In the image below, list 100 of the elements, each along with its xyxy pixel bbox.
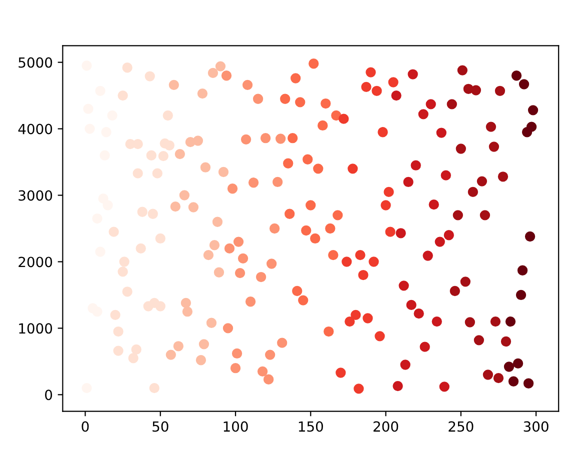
point bbox=[218, 166, 229, 178]
point bbox=[385, 226, 396, 237]
point bbox=[196, 355, 206, 366]
point bbox=[368, 256, 379, 267]
point bbox=[420, 342, 430, 352]
point bbox=[500, 336, 512, 347]
point bbox=[505, 316, 516, 327]
point bbox=[460, 276, 471, 287]
point bbox=[227, 184, 238, 194]
point bbox=[470, 85, 482, 96]
point bbox=[234, 268, 246, 278]
y-tick-label: 2000 bbox=[18, 256, 52, 268]
point bbox=[456, 144, 466, 154]
point bbox=[128, 353, 138, 364]
point bbox=[511, 70, 522, 81]
point bbox=[384, 186, 394, 198]
y-tick-label: 0 bbox=[45, 390, 52, 400]
point bbox=[512, 358, 524, 369]
point bbox=[400, 360, 410, 370]
y-tick-label: 5000 bbox=[18, 57, 52, 68]
x-tick-label: 300 bbox=[524, 421, 548, 432]
point bbox=[222, 323, 234, 334]
point bbox=[212, 216, 223, 227]
point bbox=[272, 176, 283, 188]
point bbox=[168, 80, 179, 90]
point bbox=[302, 154, 313, 164]
point bbox=[152, 168, 162, 178]
point bbox=[320, 98, 331, 109]
point bbox=[180, 298, 192, 308]
point bbox=[331, 110, 342, 121]
point bbox=[137, 206, 148, 217]
point bbox=[158, 150, 168, 162]
point bbox=[457, 65, 468, 76]
point bbox=[298, 295, 308, 306]
point bbox=[264, 350, 276, 360]
point bbox=[162, 110, 173, 121]
point bbox=[110, 310, 120, 320]
point bbox=[266, 258, 277, 269]
point bbox=[248, 178, 259, 188]
point bbox=[336, 368, 346, 378]
point bbox=[516, 290, 526, 300]
point bbox=[493, 372, 504, 384]
point bbox=[332, 210, 343, 220]
x-tick-label: 200 bbox=[374, 421, 398, 432]
point bbox=[338, 114, 349, 124]
point bbox=[374, 331, 385, 342]
point bbox=[173, 341, 184, 352]
point bbox=[144, 71, 155, 82]
point bbox=[342, 256, 352, 267]
point bbox=[182, 306, 193, 317]
point bbox=[170, 201, 180, 212]
point bbox=[209, 240, 220, 250]
point bbox=[380, 200, 391, 210]
point bbox=[179, 190, 190, 200]
point bbox=[208, 68, 218, 78]
point bbox=[444, 230, 454, 240]
point bbox=[436, 128, 446, 138]
point bbox=[350, 310, 361, 320]
point bbox=[392, 380, 403, 392]
point bbox=[252, 94, 264, 104]
x-tick-label: 150 bbox=[298, 421, 323, 432]
point bbox=[136, 243, 146, 254]
point bbox=[428, 199, 439, 210]
point bbox=[398, 280, 409, 291]
point bbox=[146, 150, 156, 160]
point bbox=[166, 350, 176, 360]
point bbox=[480, 210, 490, 220]
point bbox=[149, 382, 160, 394]
point bbox=[283, 158, 294, 168]
point bbox=[284, 208, 295, 219]
point bbox=[526, 122, 537, 132]
point bbox=[348, 164, 358, 174]
point bbox=[122, 286, 132, 297]
point bbox=[197, 88, 208, 99]
point bbox=[260, 133, 271, 144]
point bbox=[528, 105, 538, 116]
point bbox=[452, 210, 464, 220]
point bbox=[310, 233, 320, 244]
point bbox=[468, 186, 478, 198]
point bbox=[306, 200, 316, 210]
point bbox=[198, 339, 210, 350]
point bbox=[410, 160, 421, 170]
point bbox=[292, 286, 302, 296]
point bbox=[440, 170, 451, 180]
point bbox=[232, 348, 242, 359]
x-tick-label: 0 bbox=[82, 421, 89, 432]
y-tick-label: 4000 bbox=[18, 124, 52, 134]
point bbox=[277, 338, 288, 348]
point bbox=[263, 374, 274, 384]
point bbox=[214, 267, 224, 278]
point bbox=[388, 77, 398, 88]
point bbox=[224, 243, 235, 254]
point bbox=[358, 270, 368, 280]
point bbox=[464, 317, 476, 328]
point bbox=[295, 97, 306, 108]
point bbox=[113, 346, 124, 356]
point bbox=[344, 316, 355, 327]
point bbox=[426, 99, 436, 110]
point bbox=[221, 70, 232, 81]
point bbox=[446, 99, 457, 110]
